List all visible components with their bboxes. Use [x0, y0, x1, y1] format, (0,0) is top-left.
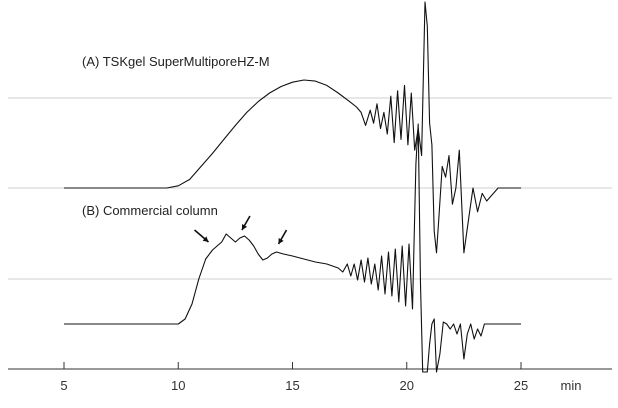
arrow-head [278, 238, 284, 244]
x-tick-label: 10 [171, 378, 185, 393]
annotation-arrows [194, 215, 288, 245]
x-tick-label: 20 [400, 378, 414, 393]
series-layer [64, 1, 521, 373]
x-axis-ticks: 5 10 15 20 25 [60, 362, 528, 393]
x-tick-label: 25 [514, 378, 528, 393]
series-b-label: (B) Commercial column [82, 203, 218, 218]
series-line-b [64, 123, 521, 373]
arrow-head [202, 236, 209, 242]
series-line-a [64, 1, 521, 254]
x-tick-label: 15 [285, 378, 299, 393]
x-tick-label: 5 [60, 378, 67, 393]
x-axis-unit: min [561, 378, 582, 393]
arrow-head [241, 224, 248, 230]
series-a-label: (A) TSKgel SuperMultiporeHZ-M [82, 54, 270, 69]
